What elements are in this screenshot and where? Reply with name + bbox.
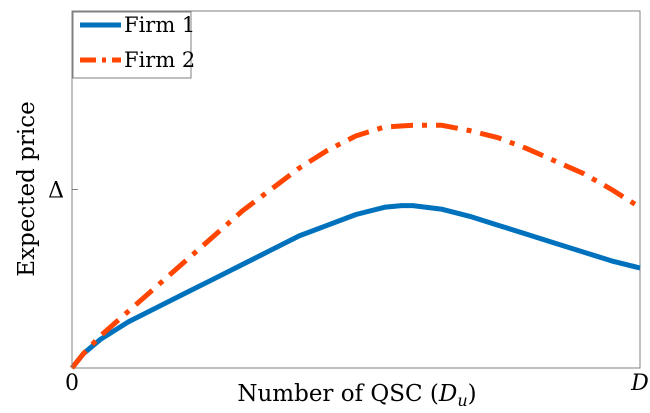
y-tick-label-0: Δ xyxy=(48,179,64,204)
legend-label-firm-2: Firm 2 xyxy=(124,48,195,72)
y-axis-label: Expected price xyxy=(14,101,40,276)
x-tick-label-1: D xyxy=(630,371,649,396)
series-line-1 xyxy=(70,203,641,370)
x-axis-label-subscript: u xyxy=(457,391,467,410)
x-axis-label-suffix: ) xyxy=(468,381,477,407)
legend-label-firm-1: Firm 1 xyxy=(124,13,195,37)
x-tick-label-0: 0 xyxy=(65,371,79,396)
x-axis-label: Number of QSC (Du) xyxy=(237,381,476,410)
series-layer xyxy=(70,122,642,370)
legend-box xyxy=(72,11,192,79)
series-line-2 xyxy=(70,122,642,370)
ticks-layer: 0 D Δ xyxy=(48,179,649,397)
x-axis-label-symbol: D xyxy=(438,381,457,407)
x-axis-label-prefix: Number of QSC ( xyxy=(237,381,439,407)
legend: Firm 1 Firm 2 xyxy=(72,11,195,79)
